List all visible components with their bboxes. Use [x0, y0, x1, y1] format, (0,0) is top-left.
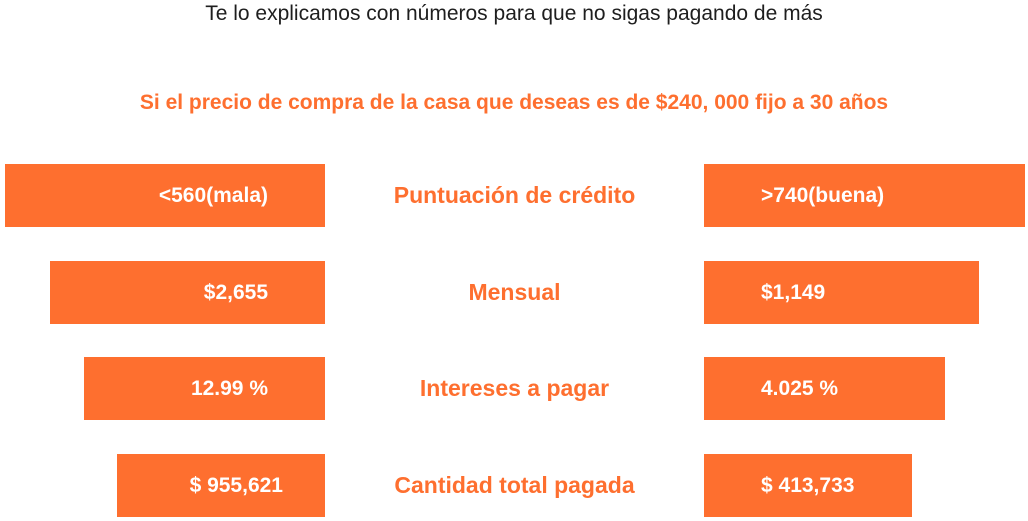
row-label-monthly: Mensual: [468, 279, 561, 305]
left-value-interest: 12.99 %: [190, 376, 268, 400]
left-bar-monthly: $2,655: [50, 261, 325, 324]
right-bar-credit-score: >740(buena): [704, 164, 1025, 227]
row-label-credit-score: Puntuación de crédito: [393, 182, 636, 208]
left-value-credit-score: <560(mala): [158, 183, 268, 207]
right-value-total-paid: $ 413,733: [761, 473, 855, 497]
left-bar-interest: 12.99 %: [84, 357, 325, 420]
left-bar-total-paid: $ 955,621: [117, 454, 325, 517]
left-bar-credit-score: <560(mala): [5, 164, 325, 227]
right-value-monthly: $1,149: [761, 280, 826, 304]
page-subtitle: Te lo explicamos con números para que no…: [205, 2, 823, 25]
right-bar-monthly: $1,149: [704, 261, 979, 324]
left-value-total-paid: $ 955,621: [189, 473, 283, 497]
right-value-interest: 4.025 %: [761, 376, 839, 400]
row-label-total-paid: Cantidad total pagada: [394, 472, 635, 498]
left-value-monthly: $2,655: [203, 280, 268, 304]
right-bar-interest: 4.025 %: [704, 357, 945, 420]
row-label-interest: Intereses a pagar: [419, 375, 610, 401]
right-value-credit-score: >740(buena): [761, 183, 885, 207]
page-headline: Si el precio de compra de la casa que de…: [139, 91, 889, 114]
right-bar-total-paid: $ 413,733: [704, 454, 912, 517]
